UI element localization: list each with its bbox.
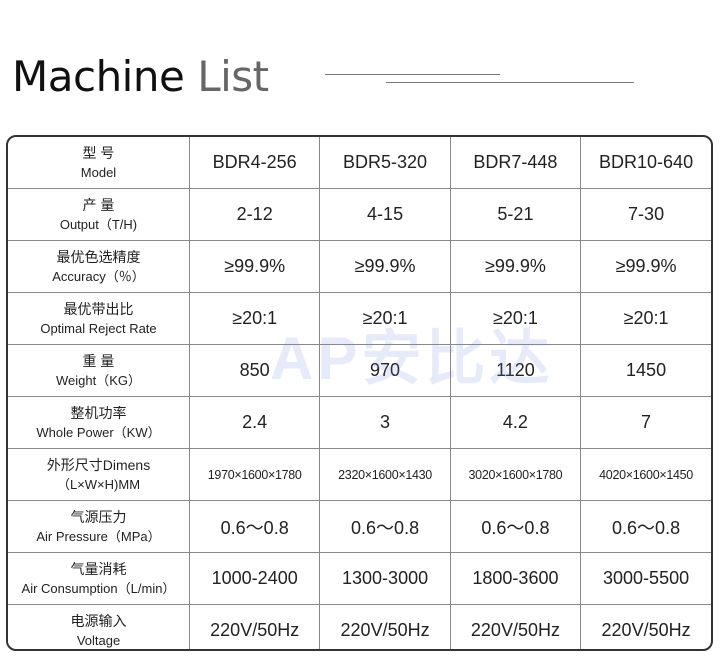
row-header: 电源输入 Voltage [8,604,190,649]
table-cell: 3020×1600×1780 [449,448,582,501]
table-cell: ≥20:1 [319,292,451,345]
table-cell: 0.6～0.8 [319,500,451,553]
page-title: Machine List [12,52,269,101]
table-row: 产 量 Output（T/H) 2-12 4-15 5-21 7-30 [8,188,711,241]
table-cell: 7-30 [580,188,711,241]
row-header: 最优色选精度 Accuracy（％） [8,240,190,293]
table-cell: 4.2 [449,396,582,449]
table-cell: BDR5-320 [319,137,451,189]
table-cell: BDR10-640 [580,137,711,189]
table-cell: 4-15 [319,188,451,241]
table-cell: 7 [580,396,711,449]
row-label-zh: 重 量 [82,352,115,369]
table-cell: ≥20:1 [188,292,321,345]
table-cell: ≥99.9% [319,240,451,293]
table-cell: 5-21 [449,188,582,241]
row-header: 产 量 Output（T/H) [8,188,190,241]
row-label-zh: 外形尺寸Dimens [46,456,151,473]
table-cell: 850 [188,344,321,397]
table-cell: 1970×1600×1780 [188,448,321,501]
table-row: 气源压力 Air Pressure（MPa） 0.6～0.8 0.6～0.8 0.6～0… [8,500,711,553]
machine-spec-table: 型 号 Model BDR4-256 BDR5-320 BDR7-448 BDR10-64… [6,135,713,651]
row-label-en: Air Pressure（MPa） [36,528,161,544]
row-label-zh: 最优色选精度 [56,248,141,265]
table-row: 电源输入 Voltage 220V/50Hz 220V/50Hz 220V/50Hz 22… [8,604,711,649]
row-header: 气量消耗 Air Consumption（L/min） [8,552,190,605]
table-cell: ≥99.9% [449,240,582,293]
table-cell: 3 [319,396,451,449]
decorative-line [325,74,500,75]
row-label-en: Output（T/H) [59,216,138,232]
row-header: 最优带出比 Optimal Reject Rate [8,292,190,345]
row-label-en: Optimal Reject Rate [40,320,157,336]
table-cell: 1120 [449,344,582,397]
table-row: 型 号 Model BDR4-256 BDR5-320 BDR7-448 BDR10-64… [8,137,711,189]
table-cell: 0.6～0.8 [449,500,582,553]
row-label-zh: 气量消耗 [70,560,127,577]
table-cell: 220V/50Hz [449,604,582,649]
table-cell: 970 [319,344,451,397]
table-cell: ≥99.9% [188,240,321,293]
row-label-en: Weight（KG） [55,372,141,388]
table-cell: ≥20:1 [580,292,711,345]
table-cell: 220V/50Hz [319,604,451,649]
row-label-en: Whole Power（KW） [36,424,161,440]
table-row: 整机功率 Whole Power（KW） 2.4 3 4.2 7 [8,396,711,449]
table-cell: ≥99.9% [580,240,711,293]
row-label-zh: 气源压力 [70,508,127,525]
table-cell: 0.6～0.8 [188,500,321,553]
table-row: 重 量 Weight（KG） 850 970 1120 1450 [8,344,711,397]
table-cell: 1800-3600 [449,552,582,605]
table-cell: 2-12 [188,188,321,241]
table-cell: 2320×1600×1430 [319,448,451,501]
table-cell: 1450 [580,344,711,397]
row-label-zh: 型 号 [82,144,115,161]
table-cell: 1000-2400 [188,552,321,605]
decorative-line [386,82,634,83]
row-label-zh: 电源输入 [70,612,127,629]
table-cell: 220V/50Hz [188,604,321,649]
row-header: 外形尺寸Dimens （L×W×H)MM [8,448,190,501]
row-label-en: Voltage [76,632,121,648]
row-label-en: （L×W×H)MM [56,476,141,492]
table-cell: 4020×1600×1450 [580,448,711,501]
table-row: 外形尺寸Dimens （L×W×H)MM 1970×1600×1780 2320×16… [8,448,711,501]
row-label-zh: 整机功率 [70,404,127,421]
table-cell: 0.6～0.8 [580,500,711,553]
row-header: 整机功率 Whole Power（KW） [8,396,190,449]
row-header: 气源压力 Air Pressure（MPa） [8,500,190,553]
table-cell: 3000-5500 [580,552,711,605]
table-row: 最优色选精度 Accuracy（％） ≥99.9% ≥99.9% ≥99.9% ≥99.9… [8,240,711,293]
table-cell: BDR7-448 [449,137,582,189]
row-header: 型 号 Model [8,137,190,189]
row-header: 重 量 Weight（KG） [8,344,190,397]
table-row: 气量消耗 Air Consumption（L/min） 1000-2400 1300-… [8,552,711,605]
table-cell: 220V/50Hz [580,604,711,649]
table-cell: ≥20:1 [449,292,582,345]
row-label-en: Air Consumption（L/min） [21,580,176,596]
row-label-zh: 产 量 [82,196,115,213]
row-label-zh: 最优带出比 [63,300,134,317]
table-row: 最优带出比 Optimal Reject Rate ≥20:1 ≥20:1 ≥20:1 ≥… [8,292,711,345]
row-label-en: Model [80,164,117,180]
table-cell: BDR4-256 [188,137,321,189]
table-cell: 1300-3000 [319,552,451,605]
table-cell: 2.4 [188,396,321,449]
row-label-en: Accuracy（％） [52,268,145,284]
